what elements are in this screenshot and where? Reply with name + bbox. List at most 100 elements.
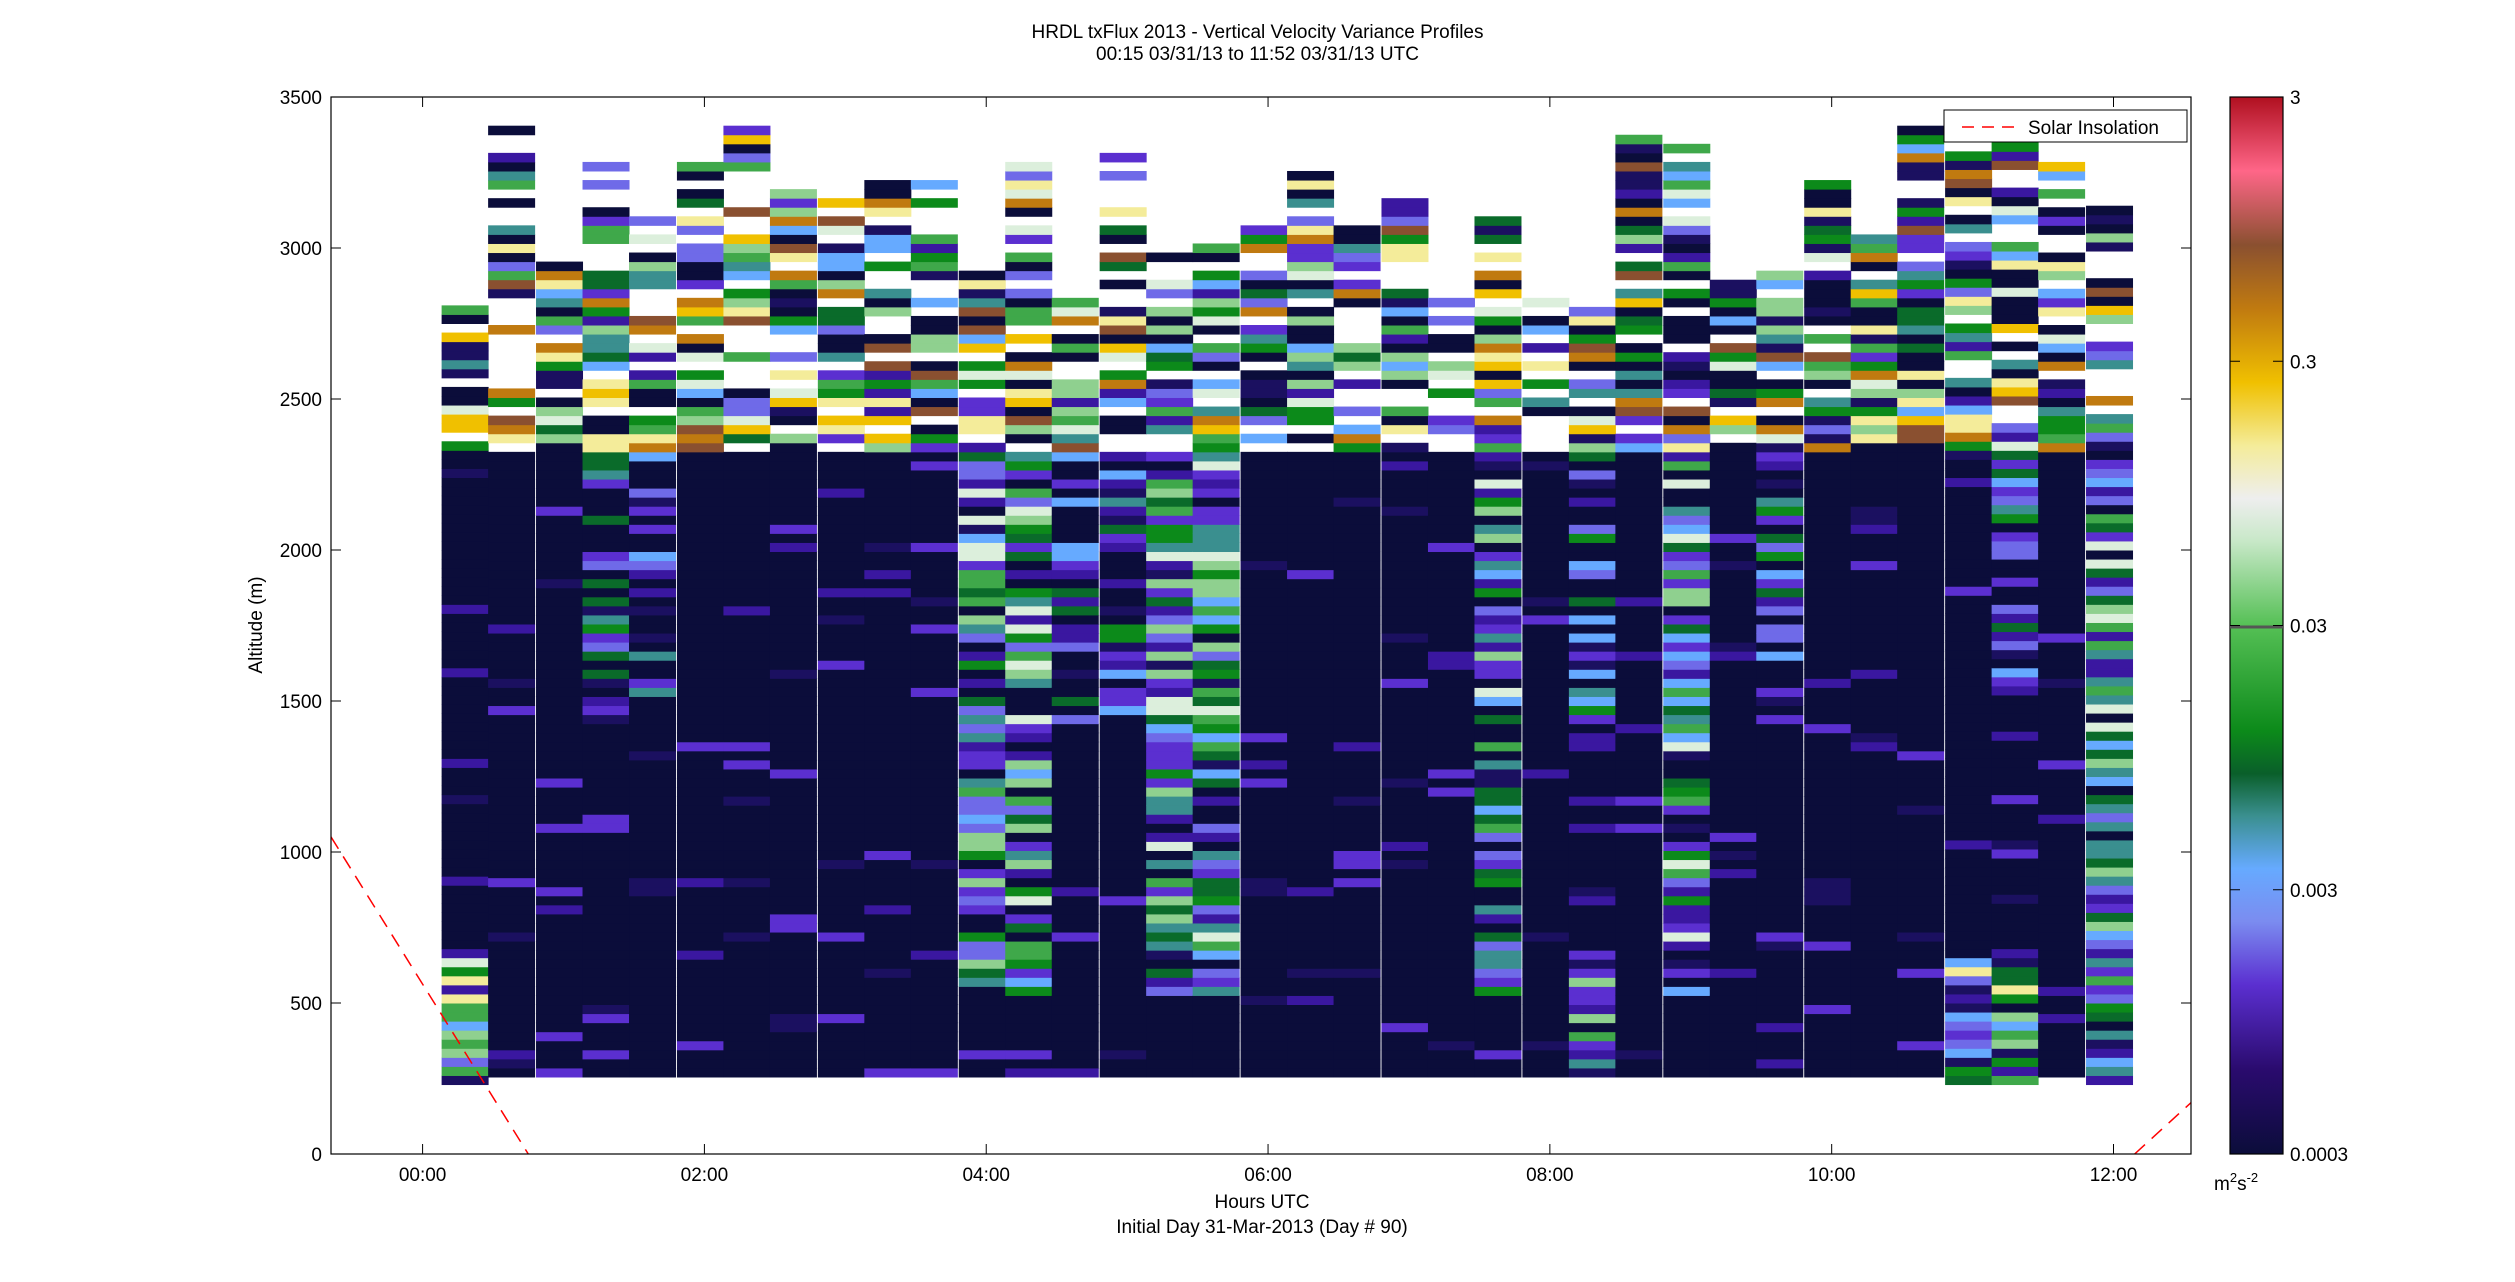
- heatmap-cell: [958, 1013, 1006, 1024]
- heatmap-cell: [769, 1022, 817, 1033]
- heatmap-cell: [723, 261, 771, 272]
- heatmap-cell: [1804, 787, 1852, 797]
- heatmap-cell: [1146, 343, 1194, 353]
- heatmap-cell: [1663, 895, 1711, 906]
- heatmap-cell: [2086, 957, 2134, 968]
- heatmap-cell: [817, 551, 865, 562]
- heatmap-cell: [488, 506, 536, 516]
- heatmap-cell: [441, 459, 489, 469]
- heatmap-cell: [1005, 315, 1053, 326]
- heatmap-cell: [1897, 950, 1945, 960]
- heatmap-cell: [2086, 214, 2134, 225]
- heatmap-cell: [2038, 325, 2086, 335]
- heatmap-cell: [1850, 234, 1898, 244]
- heatmap-cell: [1850, 932, 1898, 942]
- heatmap-cell: [864, 334, 912, 344]
- heatmap-cell: [441, 568, 489, 578]
- heatmap-cell: [1522, 913, 1570, 924]
- heatmap-cell: [1709, 841, 1757, 851]
- heatmap-cell: [1192, 533, 1240, 543]
- heatmap-cell: [1427, 651, 1475, 661]
- heatmap-cell: [817, 841, 865, 851]
- heatmap-cell: [769, 352, 817, 362]
- heatmap-cell: [1756, 687, 1804, 697]
- heatmap-cell: [676, 941, 724, 951]
- heatmap-cell: [769, 986, 817, 996]
- heatmap-cell: [1427, 515, 1475, 525]
- heatmap-cell: [1522, 687, 1570, 697]
- heatmap-cell: [1897, 904, 1945, 915]
- heatmap-cell: [1099, 705, 1147, 716]
- heatmap-cell: [1240, 623, 1288, 634]
- heatmap-cell: [723, 143, 771, 154]
- heatmap-cell: [1804, 415, 1852, 426]
- heatmap-cell: [441, 450, 489, 460]
- heatmap-cell: [1333, 986, 1381, 996]
- heatmap-cell: [1146, 859, 1194, 870]
- heatmap-cell: [1945, 260, 1993, 270]
- heatmap-cell: [1005, 497, 1053, 507]
- heatmap-cell: [1804, 877, 1852, 888]
- heatmap-cell: [488, 551, 536, 562]
- heatmap-cell: [488, 995, 536, 1006]
- heatmap-cell: [958, 623, 1006, 634]
- heatmap-cell: [864, 261, 912, 272]
- heatmap-cell: [1005, 778, 1053, 788]
- heatmap-cell: [441, 386, 489, 397]
- heatmap-cell: [441, 948, 489, 959]
- heatmap-cell: [536, 932, 584, 942]
- heatmap-cell: [1850, 614, 1898, 625]
- heatmap-cell: [629, 868, 677, 879]
- solar-insolation-line: [2134, 1102, 2191, 1154]
- heatmap-cell: [1663, 696, 1711, 707]
- heatmap-cell: [1945, 848, 1993, 859]
- heatmap-cell: [536, 488, 584, 498]
- heatmap-cell: [958, 614, 1006, 625]
- heatmap-cell: [1522, 515, 1570, 525]
- heatmap-cell: [769, 569, 817, 580]
- heatmap-cell: [488, 968, 536, 978]
- heatmap-cell: [1146, 1031, 1194, 1042]
- heatmap-cell: [769, 687, 817, 697]
- y-tick-label: 1000: [280, 843, 322, 864]
- heatmap-cell: [817, 796, 865, 806]
- heatmap-cell: [958, 932, 1006, 942]
- heatmap-cell: [441, 676, 489, 687]
- heatmap-cell: [1709, 778, 1757, 788]
- heatmap-cell: [1945, 477, 1993, 488]
- heatmap-cell: [2086, 504, 2134, 515]
- heatmap-cell: [488, 687, 536, 697]
- heatmap-cell: [1897, 678, 1945, 688]
- heatmap-cell: [1427, 687, 1475, 697]
- heatmap-cell: [676, 732, 724, 743]
- heatmap-cell: [582, 569, 630, 580]
- heatmap-cell: [1333, 823, 1381, 833]
- heatmap-cell: [1099, 651, 1147, 661]
- heatmap-cell: [1240, 1013, 1288, 1024]
- heatmap-cell: [1427, 922, 1475, 933]
- heatmap-cell: [1287, 288, 1335, 299]
- heatmap-cell: [817, 832, 865, 842]
- heatmap-cell: [1192, 623, 1240, 634]
- heatmap-cell: [1240, 741, 1288, 752]
- heatmap-cell: [910, 877, 958, 888]
- heatmap-cell: [723, 741, 771, 752]
- heatmap-cell: [723, 986, 771, 996]
- heatmap-cell: [1333, 995, 1381, 1006]
- heatmap-cell: [1427, 479, 1475, 489]
- heatmap-cell: [1945, 1003, 1993, 1013]
- heatmap-cell: [910, 424, 958, 435]
- heatmap-cell: [769, 886, 817, 897]
- heatmap-cell: [676, 1067, 724, 1078]
- heatmap-cell: [864, 234, 912, 244]
- heatmap-cell: [441, 1021, 489, 1031]
- heatmap-cell: [441, 577, 489, 587]
- heatmap-cell: [1615, 261, 1663, 272]
- heatmap-cell: [1568, 587, 1616, 598]
- heatmap-cell: [769, 234, 817, 244]
- heatmap-cell: [1663, 651, 1711, 661]
- heatmap-cell: [1474, 506, 1522, 516]
- heatmap-cell: [2086, 694, 2134, 705]
- heatmap-cell: [1146, 823, 1194, 833]
- heatmap-cell: [1287, 596, 1335, 607]
